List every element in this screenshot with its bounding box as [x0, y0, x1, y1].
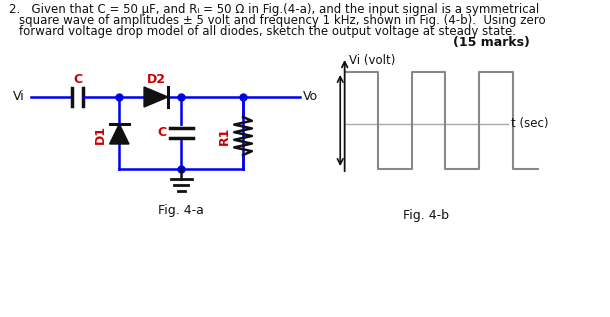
Text: 2.   Given that C = 50 μF, and Rₗ = 50 Ω in Fig.(4-a), and the input signal is a: 2. Given that C = 50 μF, and Rₗ = 50 Ω i… — [9, 3, 539, 16]
Text: (15 marks): (15 marks) — [453, 36, 530, 49]
Text: D2: D2 — [146, 73, 165, 86]
Polygon shape — [144, 87, 168, 107]
Text: Fig. 4-b: Fig. 4-b — [403, 209, 450, 222]
Text: square wave of amplitudes ± 5 volt and frequency 1 kHz, shown in Fig. (4-b).  Us: square wave of amplitudes ± 5 volt and f… — [20, 14, 546, 27]
Text: R1: R1 — [218, 127, 231, 145]
Text: C: C — [73, 73, 82, 86]
Text: C: C — [157, 126, 166, 139]
Text: forward voltage drop model of all diodes, sketch the output voltage at steady st: forward voltage drop model of all diodes… — [20, 25, 517, 38]
Polygon shape — [110, 124, 129, 144]
Text: D1: D1 — [94, 125, 107, 144]
Text: Fig. 4-a: Fig. 4-a — [158, 204, 204, 217]
Text: Vo: Vo — [303, 90, 318, 103]
Text: t (sec): t (sec) — [511, 118, 548, 131]
Text: Vi: Vi — [13, 90, 25, 103]
Text: Vi (volt): Vi (volt) — [349, 54, 395, 67]
